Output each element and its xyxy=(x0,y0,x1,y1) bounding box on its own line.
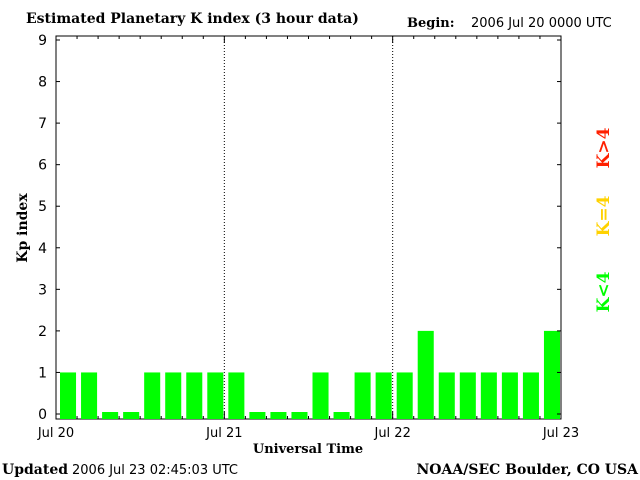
kp-bar-1 xyxy=(81,372,98,419)
kp-bar-12 xyxy=(312,372,329,419)
x-tick-label: Jul 23 xyxy=(542,426,579,441)
y-tick-label: 2 xyxy=(38,324,47,340)
bars xyxy=(60,330,560,419)
kp-bar-11 xyxy=(291,412,308,419)
kp-bar-2 xyxy=(102,412,119,419)
kp-bar-22 xyxy=(522,372,539,419)
kp-bar-21 xyxy=(501,372,518,419)
kp-bar-9 xyxy=(249,412,266,419)
day-separators xyxy=(223,36,394,419)
x-axis-label: Universal Time xyxy=(253,442,363,457)
updated-label: Updated xyxy=(2,462,68,478)
kp-bar-4 xyxy=(144,372,161,419)
kp-bar-13 xyxy=(333,412,350,419)
kp-bar-6 xyxy=(186,372,203,419)
y-tick-label: 6 xyxy=(38,158,47,174)
kp-bar-19 xyxy=(459,372,476,419)
x-tick-label: Jul 22 xyxy=(373,426,410,441)
kp-bar-8 xyxy=(228,372,245,419)
kp-bar-10 xyxy=(270,412,287,419)
kp-bar-0 xyxy=(60,372,77,419)
kp-bar-3 xyxy=(123,412,140,419)
legend-label: K<4 xyxy=(594,271,614,312)
kp-bar-5 xyxy=(165,372,182,419)
source-credit: NOAA/SEC Boulder, CO USA xyxy=(417,462,640,478)
y-tick-label: 8 xyxy=(38,75,47,91)
y-tick-label: 3 xyxy=(38,282,47,298)
kp-bar-15 xyxy=(375,372,392,419)
legend-item: K=4 xyxy=(594,195,614,236)
legend-label: K=4 xyxy=(594,195,614,236)
begin-value: 2006 Jul 20 0000 UTC xyxy=(471,16,612,31)
kp-bar-20 xyxy=(480,372,497,419)
x-tick-label: Jul 21 xyxy=(205,426,242,441)
legend-item: K<4 xyxy=(594,271,614,312)
kp-bar-7 xyxy=(207,372,224,419)
x-tick-label: Jul 20 xyxy=(37,426,74,441)
y-axis-label: Kp index xyxy=(15,193,31,263)
y-tick-label: 1 xyxy=(38,365,47,381)
kp-bar-17 xyxy=(417,330,434,419)
y-tick-label: 4 xyxy=(38,241,47,257)
y-tick-label: 0 xyxy=(38,407,47,423)
x-axis-ticks: Jul 20 Jul 21 Jul 22 Jul 23 xyxy=(37,36,579,441)
legend: K>4 K=4 K<4 xyxy=(594,127,614,312)
plot-frame xyxy=(55,35,562,420)
begin-label: Begin: xyxy=(407,16,455,31)
chart-title: Estimated Planetary K index (3 hour data… xyxy=(26,11,359,27)
legend-item: K>4 xyxy=(594,127,614,168)
y-tick-label: 9 xyxy=(38,33,47,49)
kp-bar-16 xyxy=(396,372,413,419)
legend-label: K>4 xyxy=(594,127,614,168)
kp-bar-14 xyxy=(354,372,371,419)
y-axis-ticks: 0 1 2 3 4 5 6 7 8 9 xyxy=(38,33,561,423)
updated-value: 2006 Jul 23 02:45:03 UTC xyxy=(72,463,238,478)
y-tick-label: 5 xyxy=(38,199,47,215)
kp-bar-23 xyxy=(543,330,560,419)
kp-bar-18 xyxy=(438,372,455,419)
y-tick-label: 7 xyxy=(38,116,47,132)
